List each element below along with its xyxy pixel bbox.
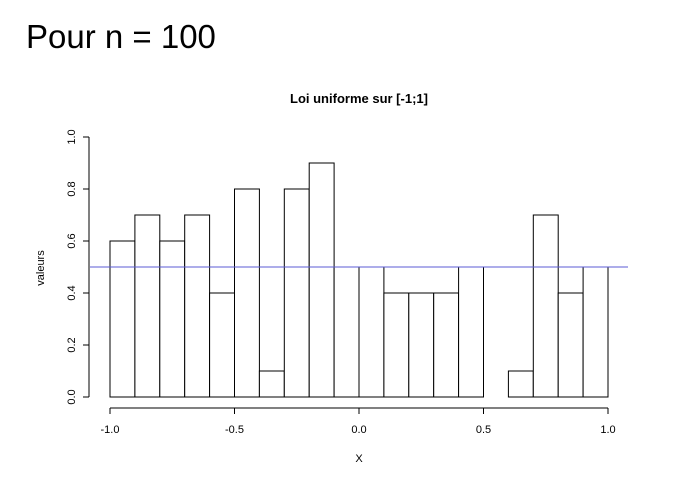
histogram-bar bbox=[258, 370, 285, 398]
y-tick-label: 0.0 bbox=[66, 389, 78, 404]
histogram-bar bbox=[532, 214, 559, 398]
histogram-bar bbox=[408, 292, 435, 398]
x-tick-label: 0.0 bbox=[351, 424, 366, 436]
histogram-bar bbox=[283, 188, 310, 398]
x-tick-label: -1.0 bbox=[101, 424, 120, 436]
x-tick-label: 0.5 bbox=[476, 424, 491, 436]
y-tick-label: 0.2 bbox=[66, 337, 78, 352]
histogram-bar bbox=[507, 370, 534, 398]
histogram-bar bbox=[458, 266, 485, 398]
histogram-bar bbox=[109, 240, 136, 398]
histogram-bar bbox=[209, 292, 236, 398]
y-tick-label: 0.6 bbox=[66, 233, 78, 248]
histogram-bar bbox=[383, 292, 410, 398]
histogram-bar bbox=[159, 240, 186, 398]
histogram-bar bbox=[433, 292, 460, 398]
histogram-bar bbox=[134, 214, 161, 398]
y-axis: 0.0 0.2 0.4 0.6 0.8 1.0 bbox=[66, 129, 90, 405]
histogram-bar bbox=[582, 266, 609, 398]
histogram-bar bbox=[358, 266, 385, 398]
y-tick-label: 0.8 bbox=[66, 181, 78, 196]
histogram-bar bbox=[184, 214, 211, 398]
histogram-bar bbox=[557, 292, 584, 398]
histogram-bar bbox=[333, 266, 360, 398]
x-axis: -1.0 -0.5 0.0 0.5 1.0 bbox=[101, 407, 616, 436]
histogram-bar bbox=[308, 162, 335, 398]
x-axis-label: X bbox=[355, 453, 363, 465]
y-tick-label: 1.0 bbox=[66, 129, 78, 144]
y-tick-label: 0.4 bbox=[66, 285, 78, 300]
chart-title: Loi uniforme sur [-1;1] bbox=[290, 91, 428, 106]
histogram-bar bbox=[234, 188, 260, 398]
y-axis-label: valeurs bbox=[35, 250, 47, 286]
slide-title: Pour n = 100 bbox=[26, 18, 216, 55]
x-tick-label: -0.5 bbox=[225, 424, 244, 436]
x-tick-label: 1.0 bbox=[600, 424, 615, 436]
bars-group bbox=[109, 162, 609, 398]
